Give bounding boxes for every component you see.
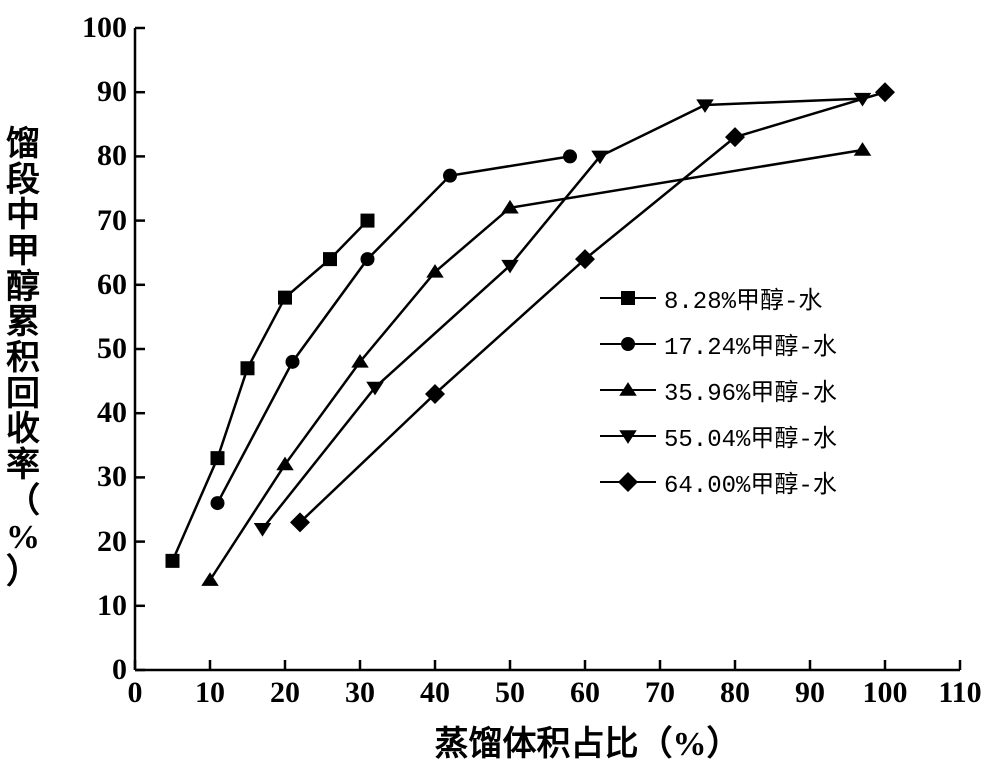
legend-label: 8.28%甲醇-水 <box>664 280 822 316</box>
y-tick-label: 100 <box>57 11 127 45</box>
x-axis-label: 蒸馏体积占比（%） <box>435 716 741 765</box>
legend-label: 64.00%甲醇-水 <box>664 464 837 500</box>
x-tick-label: 110 <box>930 676 990 710</box>
legend-item: 55.04%甲醇-水 <box>600 418 837 454</box>
legend-item: 17.24%甲醇-水 <box>600 326 837 362</box>
y-tick-label: 70 <box>57 204 127 238</box>
x-tick-label: 90 <box>780 676 840 710</box>
legend-item: 35.96%甲醇-水 <box>600 372 837 408</box>
legend-label: 17.24%甲醇-水 <box>664 326 837 362</box>
x-tick-label: 100 <box>855 676 915 710</box>
line-chart <box>0 0 1000 768</box>
legend-label: 55.04%甲醇-水 <box>664 418 837 454</box>
legend-label: 35.96%甲醇-水 <box>664 372 837 408</box>
y-tick-label: 60 <box>57 268 127 302</box>
x-tick-label: 30 <box>330 676 390 710</box>
x-tick-label: 70 <box>630 676 690 710</box>
x-tick-label: 60 <box>555 676 615 710</box>
y-tick-label: 50 <box>57 332 127 366</box>
y-tick-label: 20 <box>57 525 127 559</box>
x-tick-label: 10 <box>180 676 240 710</box>
y-tick-label: 40 <box>57 396 127 430</box>
y-tick-label: 0 <box>57 653 127 687</box>
legend-item: 8.28%甲醇-水 <box>600 280 837 316</box>
y-tick-label: 80 <box>57 139 127 173</box>
x-tick-label: 80 <box>705 676 765 710</box>
y-tick-label: 10 <box>57 589 127 623</box>
y-tick-label: 30 <box>57 460 127 494</box>
x-tick-label: 40 <box>405 676 465 710</box>
chart-legend: 8.28%甲醇-水 17.24%甲醇-水 35.96%甲醇-水 55.04%甲醇-水 6… <box>600 280 837 510</box>
y-tick-label: 90 <box>57 75 127 109</box>
y-axis-label: 馏段中甲醇累积回收率（%） <box>6 127 40 591</box>
legend-item: 64.00%甲醇-水 <box>600 464 837 500</box>
x-tick-label: 20 <box>255 676 315 710</box>
x-tick-label: 50 <box>480 676 540 710</box>
